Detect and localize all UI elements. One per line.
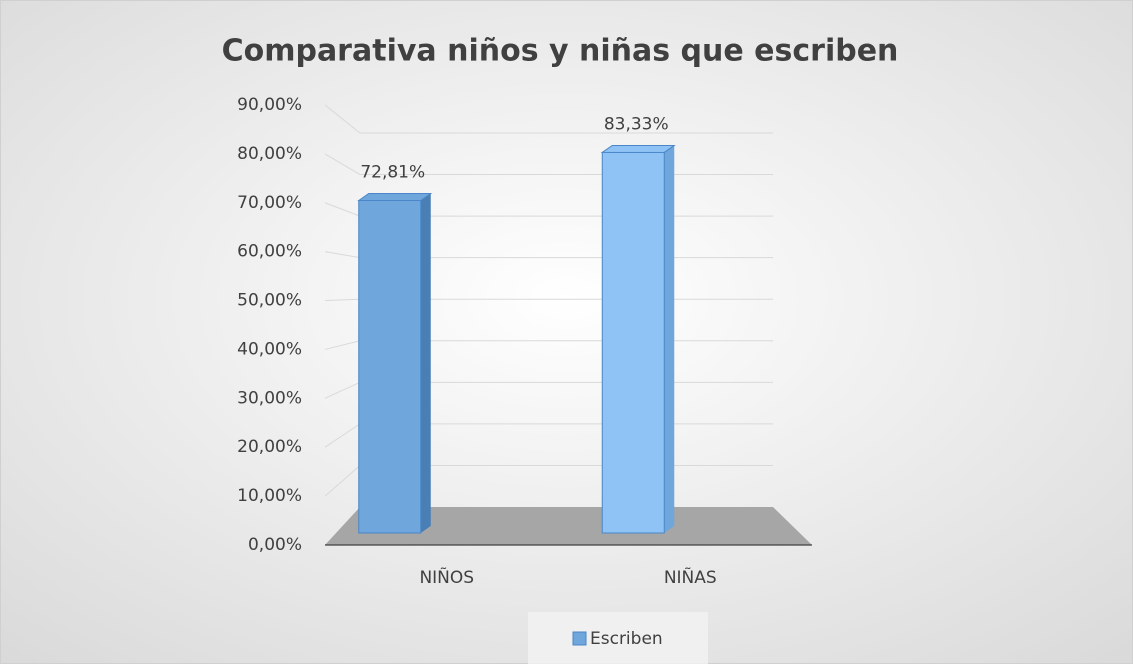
bar-side [420,193,431,533]
legend-label: Escriben [590,629,663,649]
bar [601,151,665,534]
y-tick-label: 40,00% [237,339,302,359]
grid-diagonal [324,251,361,259]
legend-swatch [572,631,587,646]
grid-diagonal [324,104,361,134]
chart-title: Comparativa niños y niñas que escriben [222,34,899,69]
y-tick-label: 10,00% [237,486,302,506]
grid-diagonal [324,153,361,175]
legend-box [528,612,708,664]
y-tick-label: 90,00% [237,95,302,115]
grid-diagonal [324,423,361,448]
y-tick-label: 60,00% [237,242,302,262]
bar-top [600,144,676,153]
y-tick-label: 80,00% [237,144,302,164]
y-tick-label: 50,00% [237,291,302,311]
x-tick-label: NIÑAS [664,566,717,588]
x-tick-label: NIÑOS [419,566,474,588]
grid-diagonal [324,465,361,497]
bar-top [357,193,433,202]
y-tick-label: 20,00% [237,437,302,457]
y-tick-label: 70,00% [237,193,302,213]
y-tick-label: 0,00% [248,535,302,555]
floor [325,507,812,545]
grid-diagonal [324,381,361,399]
bar [358,200,422,534]
bar-side [664,145,675,534]
y-tick-label: 30,00% [237,388,302,408]
data-label: 83,33% [604,114,669,134]
grid-diagonal [324,202,361,217]
grid-diagonal [324,340,361,350]
data-label: 72,81% [360,163,425,183]
grid-diagonal [324,298,361,302]
